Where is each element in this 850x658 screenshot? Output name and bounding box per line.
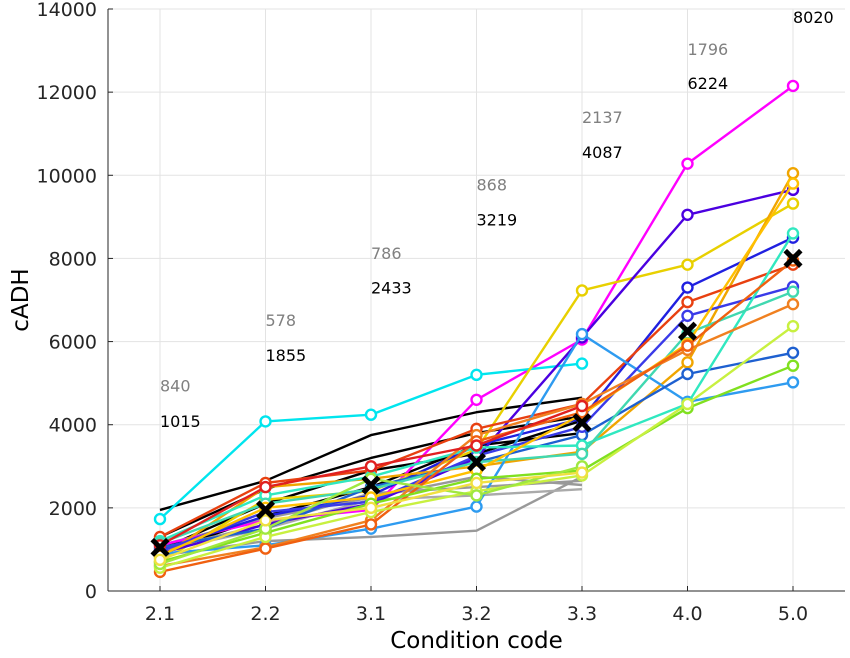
data-point xyxy=(575,447,589,461)
data-point xyxy=(786,79,800,93)
data-point xyxy=(786,346,800,359)
mean-marker-stroke xyxy=(677,321,698,341)
y-tick-label: 14000 xyxy=(37,0,97,21)
mean-marker xyxy=(150,537,170,557)
x-tick-label: 2.1 xyxy=(145,603,175,625)
y-tick-label: 10000 xyxy=(37,165,97,187)
data-point xyxy=(153,553,167,567)
count-annotation: 2433 xyxy=(371,278,412,297)
count-annotation: 1855 xyxy=(266,346,307,365)
data-point xyxy=(470,368,483,382)
data-point xyxy=(364,518,378,531)
data-point xyxy=(681,258,694,271)
y-axis-title: cADH xyxy=(8,268,34,331)
count-annotation: 1015 xyxy=(160,412,201,431)
series-22 xyxy=(159,415,583,539)
data-point xyxy=(153,512,167,526)
mean-marker xyxy=(677,321,698,341)
data-point xyxy=(681,157,694,170)
data-point xyxy=(786,285,800,298)
data-point xyxy=(681,208,694,221)
count-annotation: 8020 xyxy=(793,8,834,27)
data-point xyxy=(681,309,694,322)
x-tick-label: 2.2 xyxy=(250,603,280,625)
data-point xyxy=(786,227,800,240)
count-annotation: 786 xyxy=(371,244,402,263)
data-point xyxy=(681,397,694,411)
mean-marker-stroke xyxy=(572,413,592,433)
data-point xyxy=(786,319,800,333)
series-line xyxy=(159,415,583,539)
series-20 xyxy=(153,466,589,567)
data-point xyxy=(470,439,483,452)
data-point xyxy=(575,399,589,413)
data-point xyxy=(470,393,483,406)
count-annotation: 868 xyxy=(477,175,508,194)
y-tick-label: 8000 xyxy=(49,248,97,270)
x-tick-label: 5.0 xyxy=(778,603,808,625)
mean-marker-stroke xyxy=(783,248,803,268)
mean-marker-stroke xyxy=(466,452,487,472)
x-tick-label: 3.1 xyxy=(356,603,386,625)
data-point xyxy=(786,167,800,180)
y-tick-label: 0 xyxy=(85,581,97,603)
data-point xyxy=(575,466,589,479)
tick-labels: 0 2000 4000 6000 8000 10000 12000 14000 2.1 2.2 3.… xyxy=(37,0,809,625)
data-point xyxy=(786,197,800,210)
y-tick-label: 4000 xyxy=(49,415,97,437)
data-point xyxy=(786,297,800,311)
mean-marker-stroke xyxy=(255,500,276,520)
data-point xyxy=(681,367,694,381)
count-annotation: 3219 xyxy=(477,211,518,230)
count-annotation: 578 xyxy=(266,311,297,330)
data-point xyxy=(681,356,694,369)
data-point xyxy=(259,480,272,494)
data-point xyxy=(681,339,694,352)
data-point xyxy=(681,295,694,309)
data-point xyxy=(259,415,272,428)
data-point xyxy=(470,500,483,513)
count-annotation: 840 xyxy=(160,376,191,395)
annotations-group: 1015 840 1855 578 2433 786 3219 868 4087 2137 6224… xyxy=(160,8,834,431)
data-point xyxy=(575,357,589,370)
mean-marker xyxy=(466,452,487,472)
data-point xyxy=(470,476,483,490)
data-point xyxy=(364,408,378,421)
data-point xyxy=(575,327,589,341)
y-tick-label: 6000 xyxy=(49,332,97,354)
count-annotation: 4087 xyxy=(582,143,623,162)
mean-series-group xyxy=(150,248,803,557)
count-annotation: 6224 xyxy=(688,74,729,93)
x-axis-title: Condition code xyxy=(390,628,563,654)
mean-marker xyxy=(255,500,276,520)
x-tick-label: 3.3 xyxy=(567,603,597,625)
y-tick-label: 12000 xyxy=(37,82,97,104)
data-point xyxy=(575,284,589,297)
x-tick-label: 3.2 xyxy=(461,603,491,625)
series-2 xyxy=(153,357,589,526)
data-point xyxy=(786,177,800,190)
data-point xyxy=(364,460,378,473)
data-point xyxy=(470,489,483,502)
series-21 xyxy=(159,396,583,512)
series-line xyxy=(159,396,583,512)
data-point xyxy=(786,376,800,389)
x-tick-label: 4.0 xyxy=(672,603,702,625)
mean-marker-stroke xyxy=(361,475,381,495)
data-point xyxy=(364,501,378,515)
data-point xyxy=(259,542,272,555)
mean-marker xyxy=(783,248,803,268)
data-point xyxy=(786,359,800,372)
mean-marker xyxy=(572,413,592,433)
data-point xyxy=(259,514,272,527)
y-tick-label: 2000 xyxy=(49,498,97,520)
count-annotation: 1796 xyxy=(688,40,729,59)
count-annotation: 2137 xyxy=(582,108,623,127)
data-point xyxy=(681,281,694,294)
mean-marker xyxy=(361,475,381,495)
mean-marker-stroke xyxy=(150,537,170,557)
